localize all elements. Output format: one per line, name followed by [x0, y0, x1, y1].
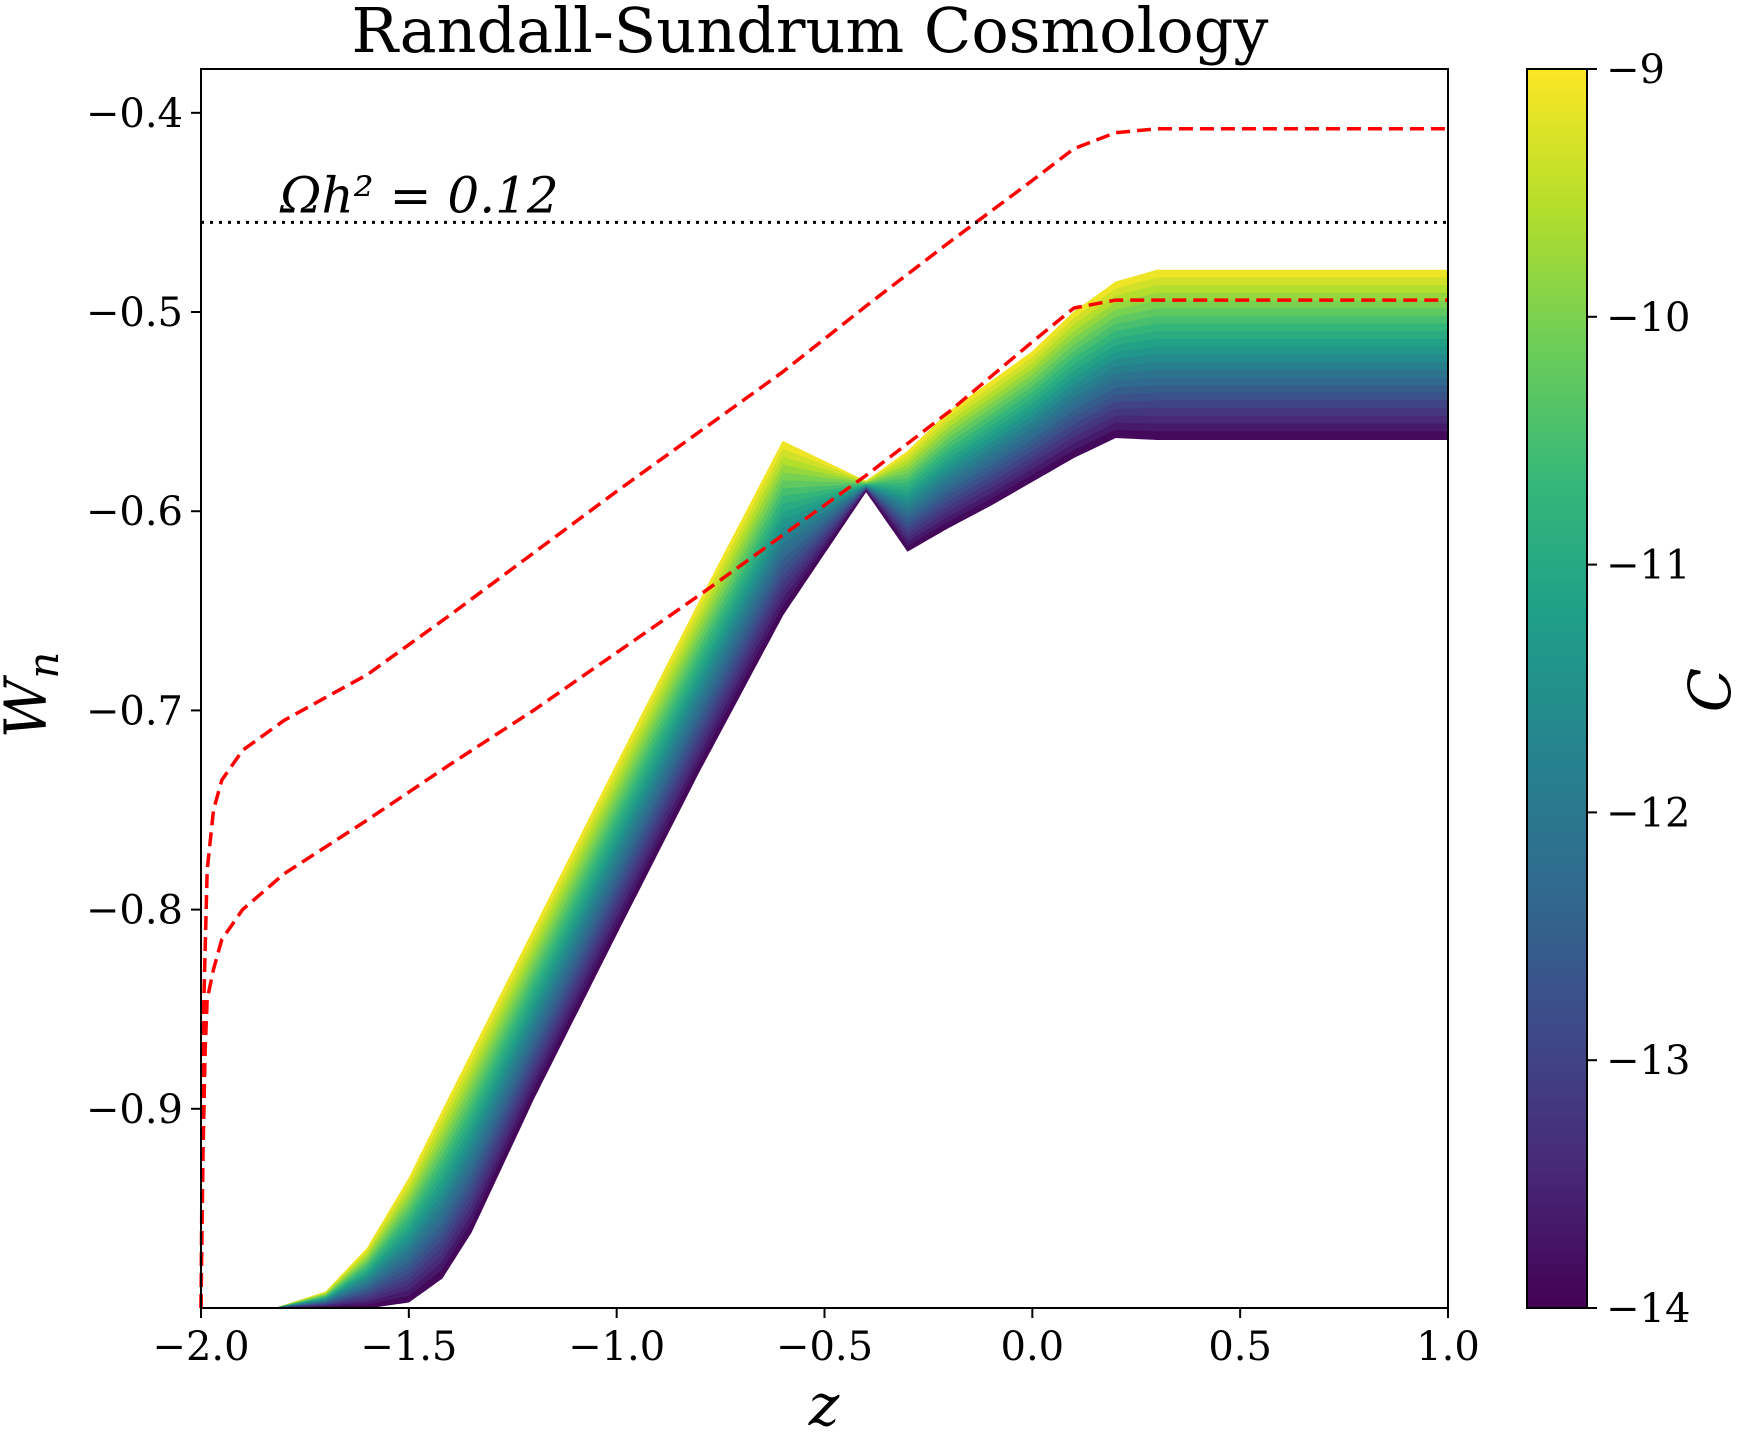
y-axis-label-main: W [0, 674, 60, 738]
x-axis: −2.0 −1.5 −1.0 −0.5 0.0 0.5 1.0 [152, 1308, 1480, 1370]
colorbar-label: C [1676, 668, 1744, 712]
x-tick-label: −0.5 [776, 1324, 873, 1370]
red-dashed-curve-2 [199, 298, 1448, 1309]
x-tick-label: 1.0 [1416, 1324, 1480, 1370]
chart-title: Randall-Sundrum Cosmology [352, 0, 1269, 67]
y-tick-label: −0.7 [86, 688, 183, 734]
colorbar-tick-label: −11 [1606, 543, 1690, 589]
x-tick-label: 0.0 [1001, 1324, 1065, 1370]
y-axis-label-group: Wn [0, 652, 68, 739]
x-tick-label: −1.5 [360, 1324, 457, 1370]
c-band [275, 269, 1449, 1309]
colorbar-tick-label: −13 [1606, 1038, 1690, 1084]
reference-line-label: Ωh² = 0.12 [279, 166, 559, 224]
colorbar-tick-label: −14 [1606, 1286, 1690, 1332]
y-tick-label: −0.5 [86, 290, 183, 336]
y-tick-label: −0.6 [86, 489, 183, 535]
y-axis-label: Wn [0, 652, 68, 739]
y-tick-label: −0.8 [86, 888, 183, 934]
y-axis: −0.9 −0.8 −0.7 −0.6 −0.5 −0.4 [86, 91, 201, 1133]
y-axis-label-subscript: n [19, 652, 68, 679]
colorbar-tick-label: −10 [1606, 295, 1690, 341]
x-tick-label: −2.0 [152, 1324, 249, 1370]
colorbar-tick-label: −12 [1606, 790, 1690, 836]
colorbar-tick-label: −9 [1606, 47, 1665, 93]
x-tick-label: 0.5 [1208, 1324, 1272, 1370]
red-dashed-curve-1 [199, 127, 1448, 1309]
y-tick-label: −0.9 [86, 1087, 183, 1133]
y-tick-label: −0.4 [86, 91, 183, 137]
plot-frame [200, 68, 1449, 1309]
colorbar-axis: −9 −10 −11 −12 −13 −14 [1587, 47, 1690, 1332]
colorbar-label-group: C [1676, 668, 1744, 712]
x-axis-label: z [808, 1371, 840, 1439]
colorbar [1526, 68, 1588, 1309]
x-tick-label: −1.0 [568, 1324, 665, 1370]
